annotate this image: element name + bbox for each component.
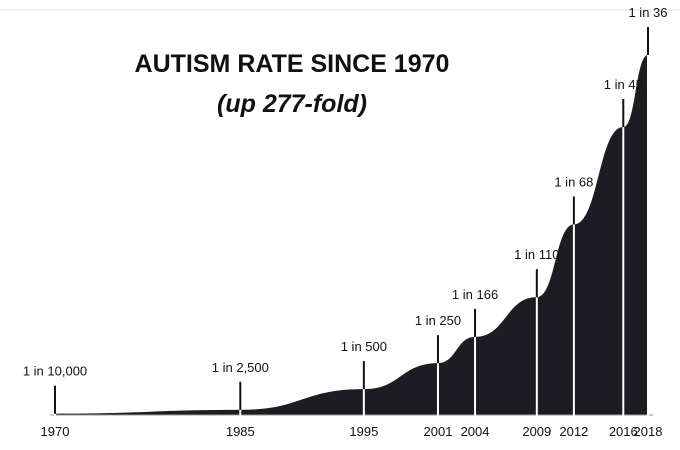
chart-subtitle: (up 277-fold) xyxy=(217,90,367,118)
chart-title: AUTISM RATE SINCE 1970 xyxy=(135,50,450,78)
x-tick-label: 2004 xyxy=(461,424,490,439)
value-label: 1 in 36 xyxy=(628,5,667,20)
value-label: 1 in 68 xyxy=(554,174,593,189)
value-label: 1 in 250 xyxy=(415,313,461,328)
x-tick-label: 2001 xyxy=(424,424,453,439)
area xyxy=(55,55,648,415)
x-tick-label: 2016 xyxy=(609,424,638,439)
value-label: 1 in 2,500 xyxy=(212,360,269,375)
value-label: 1 in 166 xyxy=(452,287,498,302)
value-label: 1 in 45 xyxy=(604,77,643,92)
value-label: 1 in 110 xyxy=(514,247,559,262)
x-tick-label: 2009 xyxy=(522,424,551,439)
x-tick-label: 2012 xyxy=(559,424,588,439)
value-label: 1 in 10,000 xyxy=(23,364,87,379)
x-tick-label: 1995 xyxy=(349,424,378,439)
x-tick-label: 1985 xyxy=(226,424,255,439)
x-tick-label: 2018 xyxy=(634,424,663,439)
value-label: 1 in 500 xyxy=(341,339,387,354)
x-tick-label: 1970 xyxy=(41,424,70,439)
